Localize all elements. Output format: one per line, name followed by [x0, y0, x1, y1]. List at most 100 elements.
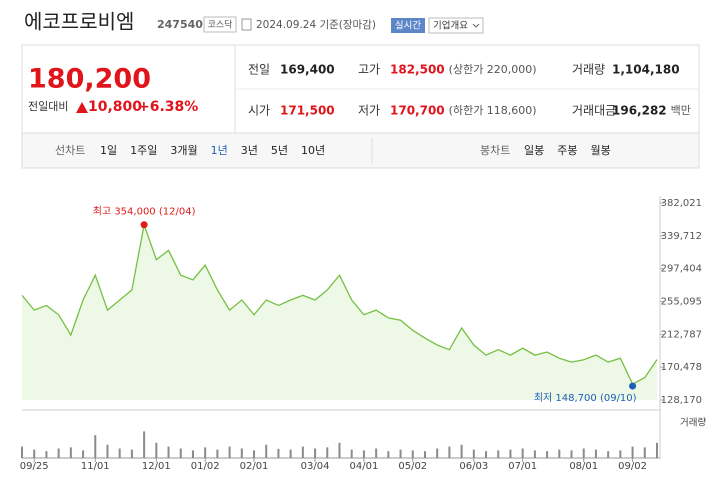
volume-bar: [277, 448, 280, 458]
annotation: 최저 148,700 (09/10): [534, 392, 637, 404]
x-tick-label: 12/01: [142, 461, 171, 472]
tab-label: 선차트: [55, 144, 85, 157]
calendar-icon: [241, 18, 252, 31]
tab[interactable]: 1일: [100, 143, 117, 157]
tab[interactable]: 3개월: [170, 144, 197, 157]
x-tick-label: 01/02: [191, 461, 220, 472]
volume-bar: [326, 447, 329, 458]
volume-bar: [191, 450, 194, 458]
volume-bar: [460, 444, 463, 458]
volume-bar: [130, 449, 133, 458]
x-tick-label: 05/02: [398, 461, 427, 472]
quote-label: 전일: [248, 63, 270, 77]
up-icon: [76, 102, 88, 113]
volume-bar: [94, 435, 97, 458]
change: 10,800: [88, 99, 142, 115]
tab[interactable]: 1년: [211, 144, 228, 157]
volume-bar: [533, 450, 536, 458]
volume-bar: [253, 450, 256, 458]
volume-bar: [57, 448, 60, 458]
volume-bar: [45, 451, 48, 458]
date: 2024.09.24 기준(장마감): [256, 19, 376, 31]
x-tick-label: 04/01: [350, 461, 379, 472]
quote-label: 저가: [358, 104, 380, 118]
tab[interactable]: 주봉: [557, 144, 577, 157]
y-tick-label: 339,712: [661, 231, 702, 242]
overview[interactable]: 기업개요: [433, 20, 468, 32]
change-label: 전일대비: [28, 99, 68, 113]
volume-bar: [179, 448, 182, 458]
quote-note: 백만: [671, 104, 691, 117]
tab[interactable]: 3년: [241, 144, 258, 157]
quote-value: 171,500: [280, 104, 335, 118]
volume-bar: [656, 442, 658, 458]
volume-bar: [594, 449, 597, 458]
quote-note: (상한가 220,000): [449, 63, 537, 76]
price-line: [21, 222, 658, 385]
tab[interactable]: 월봉: [591, 144, 611, 157]
stock-name: 에코프로비엠: [24, 10, 134, 34]
volume-bar: [399, 449, 402, 458]
volume-bar: [436, 448, 439, 458]
volume-bar: [69, 447, 72, 458]
volume-bar: [301, 446, 304, 458]
tab[interactable]: 5년: [271, 144, 288, 157]
volume-bar: [607, 451, 610, 458]
volume-bar: [509, 449, 512, 458]
volume-bar: [411, 450, 414, 458]
volume-bar: [375, 448, 378, 458]
x-tick-label: 08/01: [569, 461, 598, 472]
realtime[interactable]: 실시간: [395, 21, 421, 32]
volume-bar: [143, 431, 146, 458]
volume-bar: [546, 451, 549, 458]
extreme-marker: [140, 221, 148, 229]
dropdown-icon: [472, 23, 480, 28]
quote-label: 시가: [248, 104, 270, 118]
y-tick-label: 128,170: [661, 395, 702, 406]
volume-bar: [582, 448, 585, 458]
tab[interactable]: 일봉: [524, 143, 544, 157]
quote-label: 거래량: [572, 63, 605, 77]
quote-value: 196,282: [612, 104, 667, 118]
volume-bar: [216, 449, 219, 458]
quote-value: 182,500: [390, 63, 445, 77]
volume-bar: [362, 450, 365, 458]
volume-bar: [265, 444, 268, 458]
volume-bar: [240, 448, 243, 458]
tab[interactable]: 10년: [301, 144, 325, 157]
quote-note: (하한가 118,600): [449, 103, 537, 117]
extreme-marker: [629, 382, 637, 390]
overview-button[interactable]: [428, 17, 484, 34]
area: [22, 224, 657, 400]
volume-bar: [338, 442, 341, 458]
volume-bar: [289, 449, 292, 458]
market: 코스닥: [208, 20, 233, 31]
volume-bar: [118, 448, 121, 458]
volume-bar: [350, 449, 353, 458]
x-tick-label: 06/03: [459, 461, 488, 472]
volume-bar: [106, 444, 109, 458]
annotation: 최고 354,000 (12/04): [93, 206, 196, 218]
y-tick-label: 170,478: [661, 362, 702, 373]
x-tick-label: 07/01: [508, 461, 537, 472]
volume-bar: [472, 449, 475, 458]
volume-bar: [155, 442, 158, 458]
tab-bar: [21, 132, 700, 169]
x-tick-label: 03/04: [301, 461, 330, 472]
tab-label: 봉차트: [480, 144, 510, 157]
x-tick-label: 09/25: [20, 461, 49, 472]
volume-bar: [570, 450, 573, 458]
quote-value: 1,104,180: [612, 63, 680, 77]
realtime-button[interactable]: [391, 18, 425, 33]
volume-bar: [167, 446, 170, 458]
change-pct: +6.38%: [138, 99, 198, 115]
volume-bar: [204, 447, 207, 458]
quote-value: 169,400: [280, 63, 335, 77]
volume-bar: [21, 446, 23, 458]
volume-bar: [497, 450, 500, 458]
volume-bar: [33, 449, 36, 458]
tab[interactable]: 1주일: [130, 143, 157, 157]
x-tick-label: 11/01: [81, 461, 110, 472]
volume-bar: [448, 446, 451, 458]
